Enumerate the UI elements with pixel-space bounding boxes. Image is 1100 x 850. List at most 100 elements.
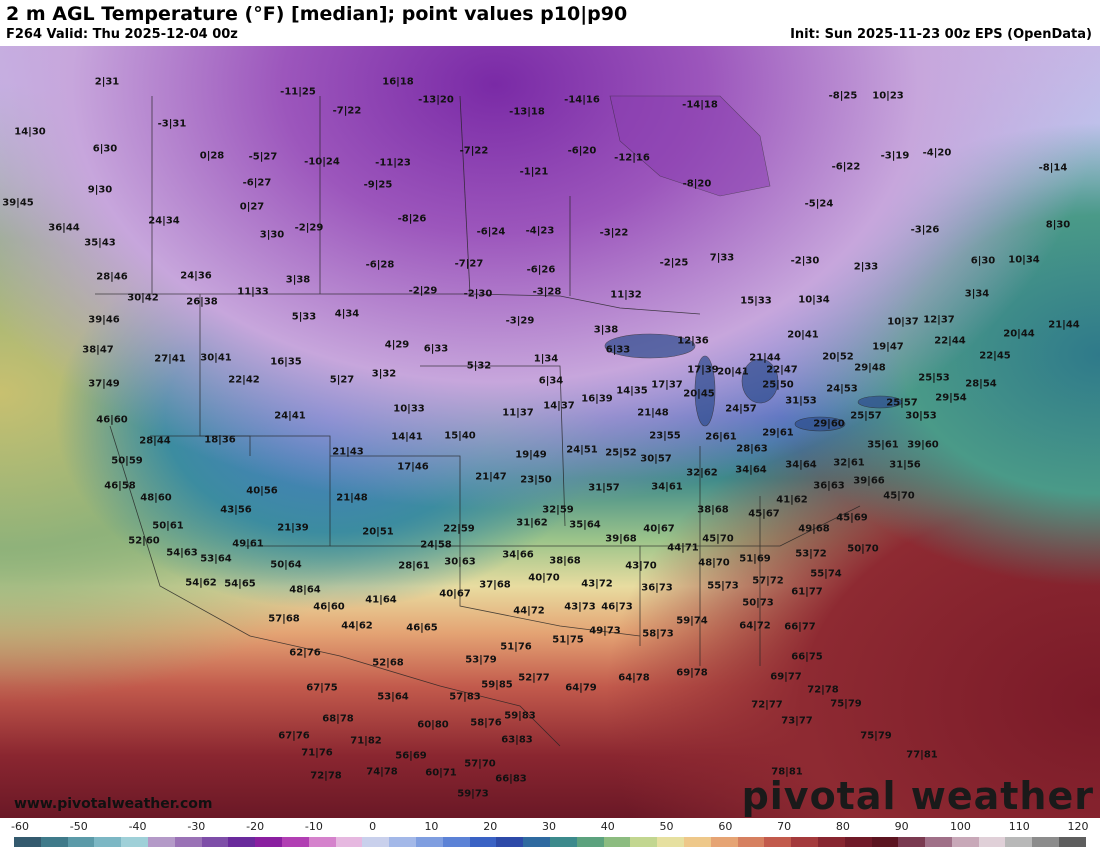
point-value: 0|28 bbox=[199, 150, 225, 162]
colorbar-swatch bbox=[710, 837, 738, 847]
point-value: 36|44 bbox=[48, 222, 80, 234]
point-value: 60|80 bbox=[417, 719, 449, 731]
colorbar-tick-label: -50 bbox=[69, 820, 88, 833]
point-value: 4|34 bbox=[334, 308, 360, 320]
point-value: 10|37 bbox=[887, 316, 919, 328]
colorbar-swatch bbox=[14, 837, 41, 847]
point-value: 36|73 bbox=[641, 582, 673, 594]
point-value: -6|28 bbox=[365, 259, 395, 271]
point-value: 72|77 bbox=[751, 699, 783, 711]
colorbar-swatch bbox=[603, 837, 631, 847]
point-value: 28|44 bbox=[139, 435, 171, 447]
point-value: 77|81 bbox=[906, 749, 938, 761]
colorbar-swatch bbox=[817, 837, 845, 847]
point-value: -2|25 bbox=[659, 257, 689, 269]
colorbar-swatch bbox=[523, 837, 550, 847]
colorbar-swatch bbox=[469, 837, 497, 847]
point-value: 6|33 bbox=[423, 343, 449, 355]
point-value: 25|52 bbox=[605, 447, 637, 459]
point-value: 6|30 bbox=[970, 255, 996, 267]
point-value: 20|45 bbox=[683, 388, 715, 400]
point-value: -6|22 bbox=[831, 161, 861, 173]
point-value: 43|70 bbox=[625, 560, 657, 572]
point-value: 21|44 bbox=[749, 352, 781, 364]
point-value: 63|83 bbox=[501, 734, 533, 746]
colorbar-tick-label: -40 bbox=[128, 820, 147, 833]
point-value: 56|69 bbox=[395, 750, 427, 762]
colorbar-swatch bbox=[308, 837, 336, 847]
colorbar-swatch bbox=[174, 837, 202, 847]
point-value: 53|64 bbox=[200, 553, 232, 565]
point-value: 26|61 bbox=[705, 431, 737, 443]
brand-logo: pivotal weather bbox=[741, 774, 1094, 818]
point-value: 37|68 bbox=[479, 579, 511, 591]
point-value: 24|34 bbox=[148, 215, 180, 227]
point-value: 29|48 bbox=[854, 362, 886, 374]
point-value: 29|60 bbox=[813, 418, 845, 430]
point-value: 31|62 bbox=[516, 517, 548, 529]
colorbar-tick-label: 80 bbox=[835, 820, 850, 833]
point-value: 68|78 bbox=[322, 713, 354, 725]
colorbar-tick-label: 20 bbox=[483, 820, 498, 833]
point-value: 10|33 bbox=[393, 403, 425, 415]
point-value: 51|76 bbox=[500, 641, 532, 653]
point-value: 29|61 bbox=[762, 427, 794, 439]
point-value: 28|63 bbox=[736, 443, 768, 455]
colorbar-tick-label: 120 bbox=[1067, 820, 1089, 833]
point-value: 20|41 bbox=[717, 366, 749, 378]
point-value: 3|32 bbox=[371, 368, 397, 380]
point-value: 59|83 bbox=[504, 710, 536, 722]
point-value: 9|30 bbox=[87, 184, 113, 196]
point-value: 59|73 bbox=[457, 788, 489, 800]
point-value: 50|70 bbox=[847, 543, 879, 555]
point-value: 21|44 bbox=[1048, 319, 1080, 331]
point-value: 49|61 bbox=[232, 538, 264, 550]
point-value: 43|73 bbox=[564, 601, 596, 613]
point-value: 32|61 bbox=[833, 457, 865, 469]
point-value: 14|35 bbox=[616, 385, 648, 397]
point-value: 20|51 bbox=[362, 526, 394, 538]
point-value: 58|73 bbox=[642, 628, 674, 640]
point-value: 35|64 bbox=[569, 519, 601, 531]
colorbar-swatch bbox=[764, 837, 792, 847]
point-value: 44|71 bbox=[667, 542, 699, 554]
point-value: 75|79 bbox=[860, 730, 892, 742]
point-value: 12|37 bbox=[923, 314, 955, 326]
point-value: 74|78 bbox=[366, 766, 398, 778]
colorbar-swatch bbox=[951, 837, 979, 847]
point-value: 12|36 bbox=[677, 335, 709, 347]
point-value: 24|41 bbox=[274, 410, 306, 422]
point-value: 16|18 bbox=[382, 76, 414, 88]
point-value: 73|77 bbox=[781, 715, 813, 727]
point-value: 15|40 bbox=[444, 430, 476, 442]
point-value: 48|70 bbox=[698, 557, 730, 569]
point-value: 58|76 bbox=[470, 717, 502, 729]
point-value: 66|83 bbox=[495, 773, 527, 785]
point-value: 50|64 bbox=[270, 559, 302, 571]
point-value: 57|83 bbox=[449, 691, 481, 703]
temperature-map[interactable]: 2|31 14|30 6|30 9|30 39|45 36|44 35|43 24|34 -3|… bbox=[0, 46, 1100, 818]
point-value: 38|47 bbox=[82, 344, 114, 356]
point-value: 45|70 bbox=[883, 490, 915, 502]
point-value: 5|32 bbox=[466, 360, 492, 372]
colorbar-tick-label: 60 bbox=[718, 820, 733, 833]
point-value: -11|25 bbox=[280, 86, 316, 98]
point-value: 2|33 bbox=[853, 261, 879, 273]
point-value: 69|78 bbox=[676, 667, 708, 679]
point-value: 10|34 bbox=[1008, 254, 1040, 266]
colorbar-swatch bbox=[442, 837, 470, 847]
point-value: -6|26 bbox=[526, 264, 556, 276]
point-value: 78|81 bbox=[771, 766, 803, 778]
point-value: 3|38 bbox=[285, 274, 311, 286]
point-value: 39|45 bbox=[2, 197, 34, 209]
point-value: 46|58 bbox=[104, 480, 136, 492]
point-value: 50|61 bbox=[152, 520, 184, 532]
point-value: -3|22 bbox=[599, 227, 629, 239]
point-value: 34|64 bbox=[785, 459, 817, 471]
colorbar-swatch bbox=[791, 837, 818, 847]
point-value: -14|16 bbox=[564, 94, 600, 106]
point-value: 59|74 bbox=[676, 615, 708, 627]
point-value: -8|14 bbox=[1038, 162, 1068, 174]
point-value: 17|46 bbox=[397, 461, 429, 473]
point-value: 66|77 bbox=[784, 621, 816, 633]
